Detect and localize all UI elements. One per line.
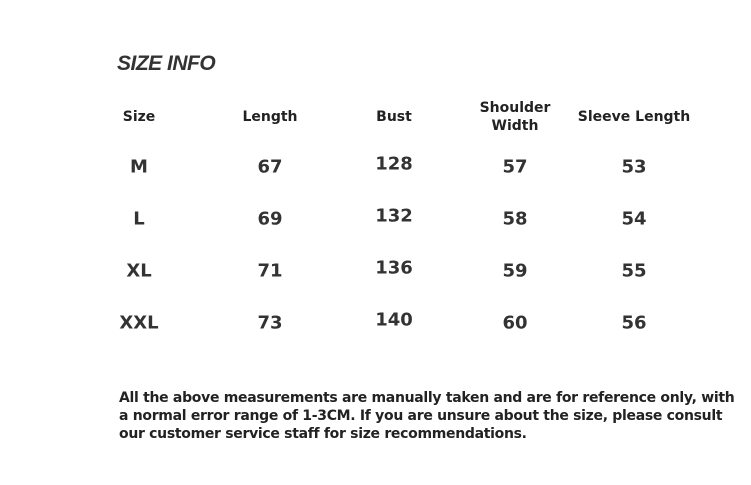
table-cell: 60	[502, 312, 528, 334]
table-cell: 55	[621, 260, 647, 282]
table-cell: XXL	[119, 312, 159, 334]
table-cell: 71	[257, 260, 283, 282]
page-title: SIZE INFO	[117, 52, 216, 75]
table-cell: 128	[375, 153, 413, 175]
column-header: Bust	[376, 109, 412, 125]
table-cell: 140	[375, 309, 413, 331]
table-cell: 73	[257, 312, 283, 334]
table-cell: 59	[502, 260, 528, 282]
table-cell: 58	[502, 208, 528, 230]
measurement-note: All the above measurements are manually …	[119, 390, 735, 442]
table-cell: 53	[621, 156, 647, 178]
table-cell: 54	[621, 208, 647, 230]
table-cell: 136	[375, 257, 413, 279]
table-cell: XL	[126, 260, 152, 282]
column-header: Size	[122, 109, 156, 125]
column-header: Shoulder Width	[479, 100, 551, 134]
table-cell: 67	[257, 156, 283, 178]
table-cell: 57	[502, 156, 528, 178]
table-cell: 132	[375, 205, 413, 227]
table-cell: M	[130, 156, 148, 178]
table-cell: L	[133, 208, 145, 230]
table-cell: 69	[257, 208, 283, 230]
column-header: Sleeve Length	[577, 109, 691, 125]
table-cell: 56	[621, 312, 647, 334]
column-header: Length	[242, 109, 298, 125]
